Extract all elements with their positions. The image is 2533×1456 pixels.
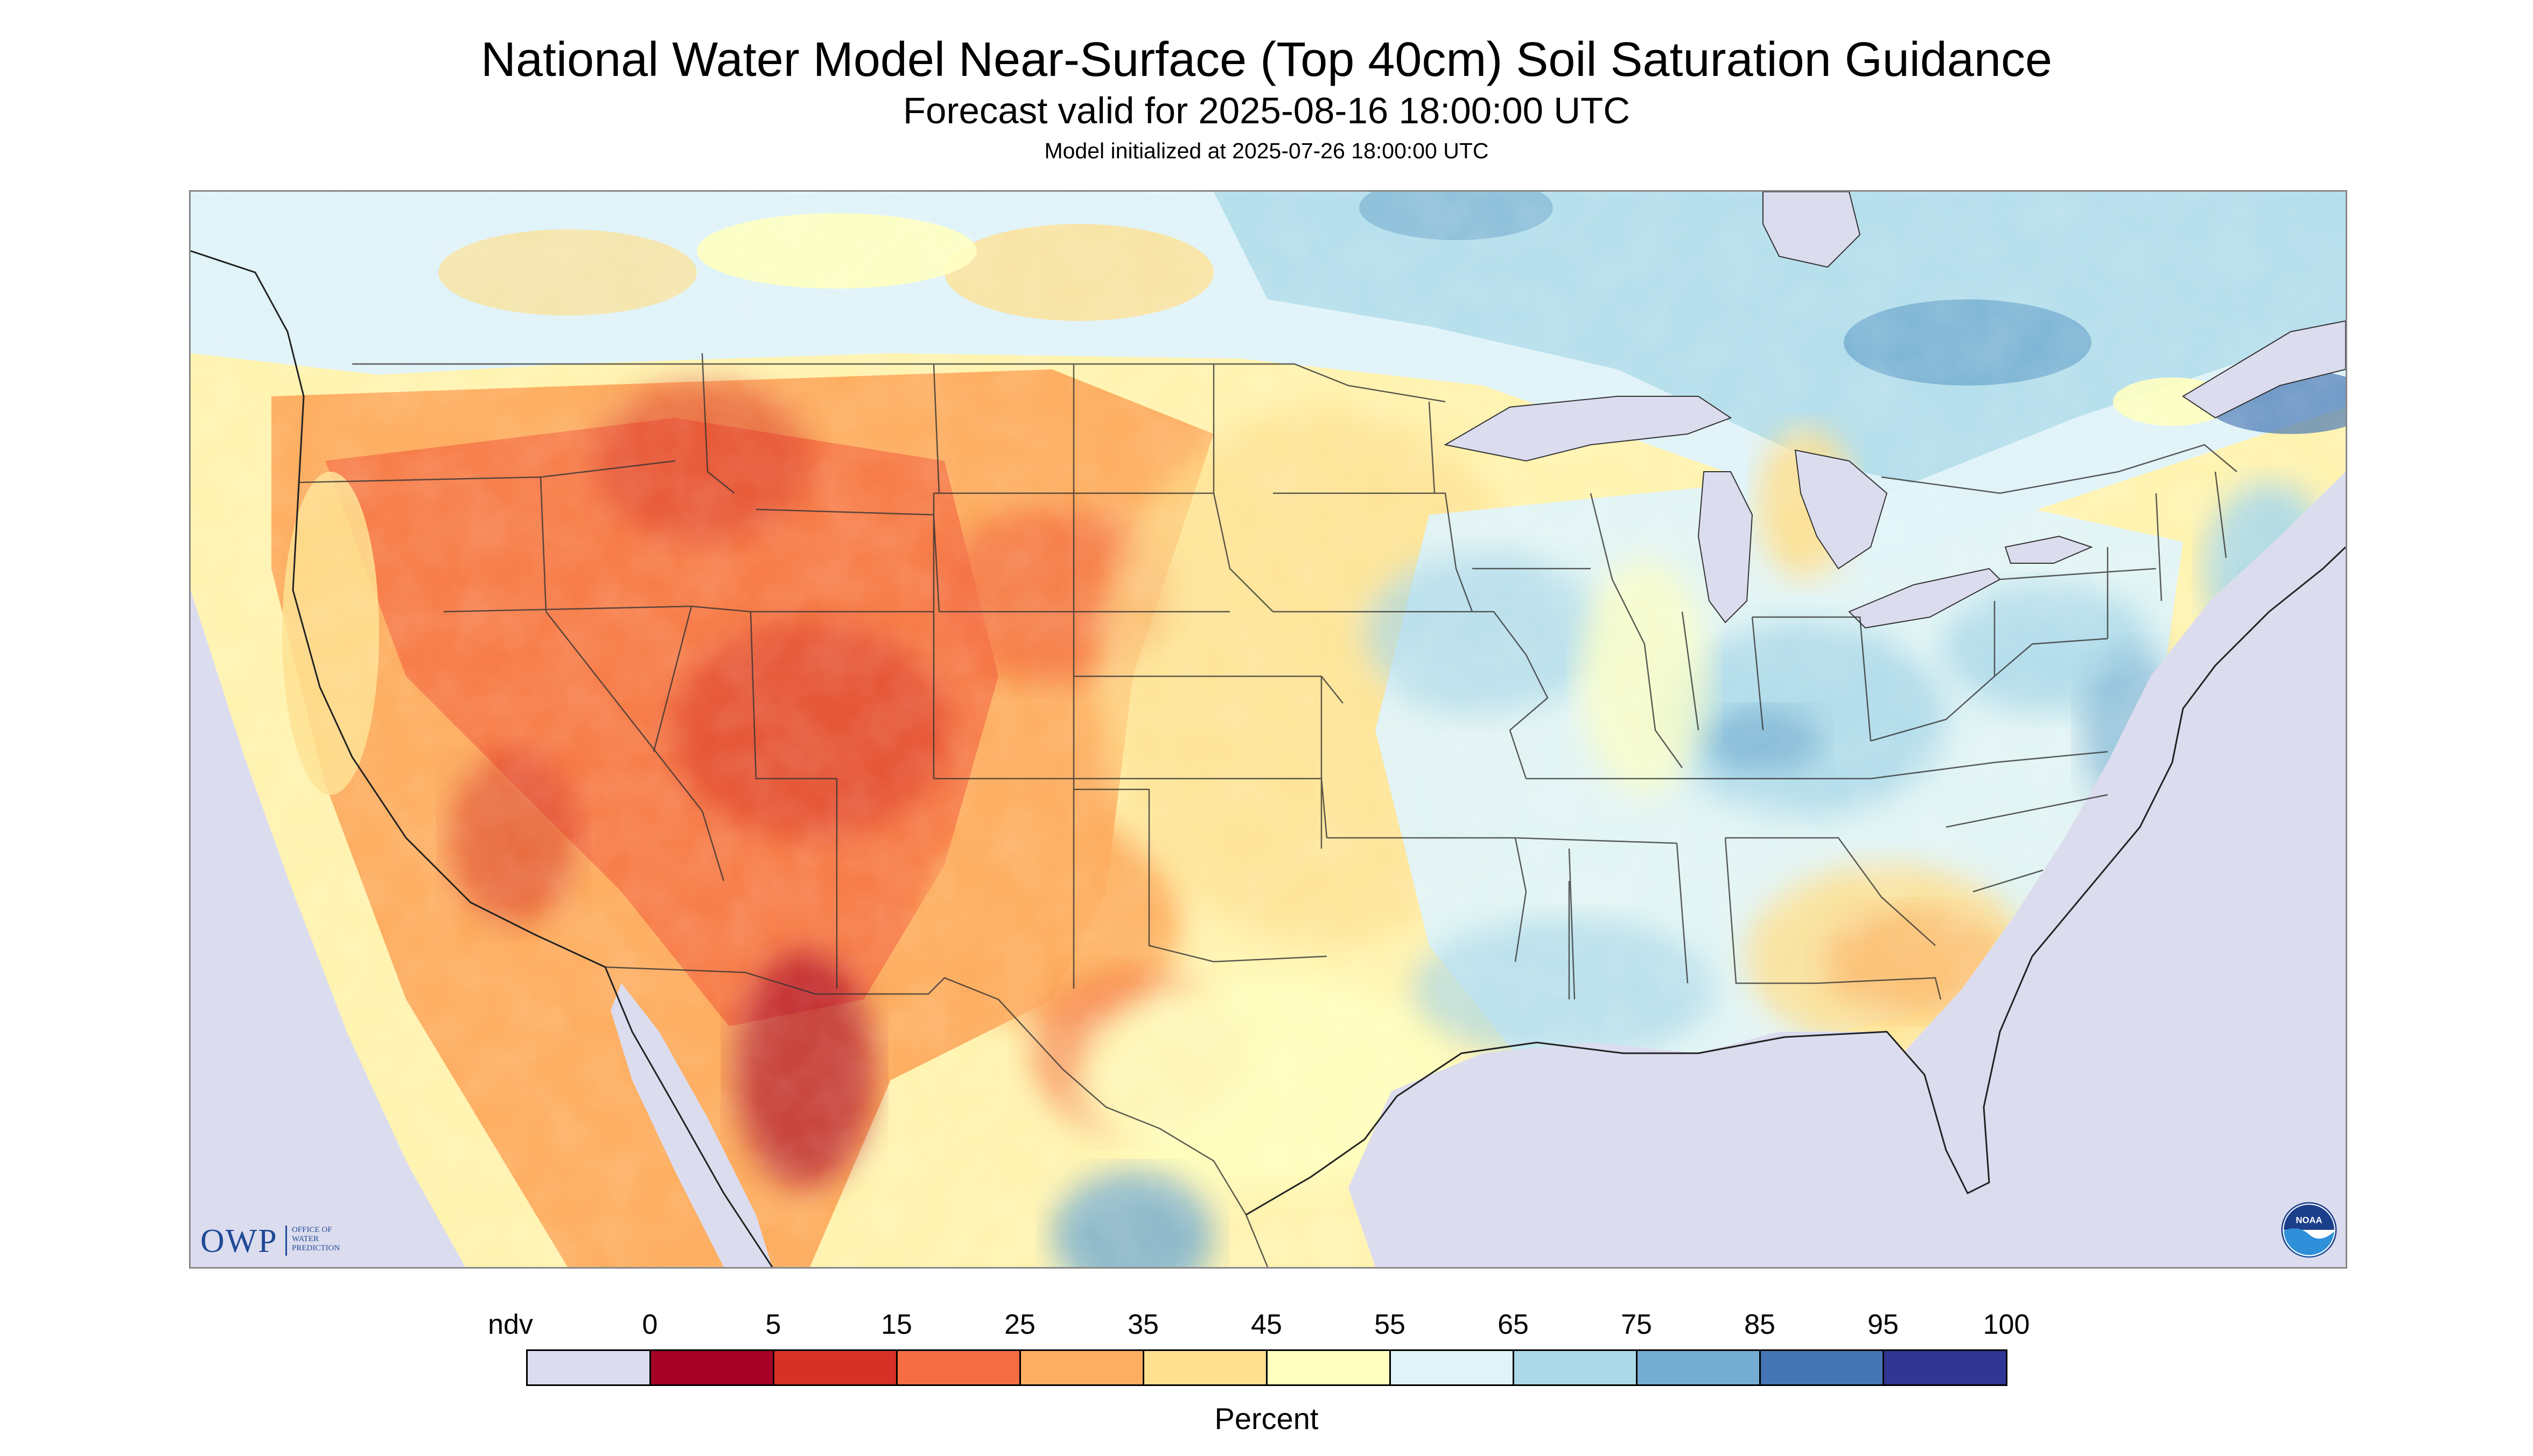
- lake-huron: [1794, 449, 1888, 570]
- colorbar-tick-label: 25: [1004, 1309, 1035, 1340]
- noaa-logo-text: NOAA: [2296, 1215, 2322, 1226]
- coastlines: [191, 250, 2346, 1267]
- colorbar-tick-label: ndv: [488, 1309, 533, 1340]
- colorbar-bin-5-15: [772, 1349, 898, 1386]
- state-lines-east: [1870, 471, 2227, 893]
- colorbar-bin-75-85: [1635, 1349, 1761, 1386]
- us-canada-border: [352, 363, 2237, 494]
- lake-ontario: [2004, 535, 2093, 564]
- owp-logo-text: OWP: [200, 1223, 278, 1259]
- lake-superior: [1444, 396, 1732, 462]
- colorbar-tick-label: 100: [1983, 1309, 2030, 1340]
- gulf-of-mexico: [1348, 1032, 1941, 1267]
- state-lines-south: [1327, 751, 2108, 1000]
- owp-logo-subtext: OFFICE OF WATER PREDICTION: [292, 1226, 340, 1252]
- state-lines-west: [298, 353, 1075, 989]
- state-lines-plains: [933, 363, 1344, 963]
- colorbar-tick-label: 75: [1621, 1309, 1652, 1340]
- colorbar-tick-label: 45: [1251, 1309, 1282, 1340]
- map-title: National Water Model Near-Surface (Top 4…: [480, 33, 2052, 87]
- st-lawrence-gulf: [2182, 320, 2346, 419]
- gulf-of-california: [611, 983, 772, 1267]
- us-mexico-border: [605, 966, 1269, 1267]
- model-init-time: Model initialized at 2025-07-26 18:00:00…: [1044, 138, 1489, 163]
- lake-michigan: [1697, 471, 1753, 624]
- political-boundaries: [298, 353, 2237, 1267]
- forecast-valid-time: Forecast valid for 2025-08-16 18:00:00 U…: [902, 90, 1631, 131]
- colorbar-bin-45-55: [1265, 1349, 1391, 1386]
- atlantic-ocean: [1984, 569, 2346, 1267]
- owp-logo-divider: [285, 1226, 287, 1256]
- colorbar-tick-label: 15: [881, 1309, 912, 1340]
- colorbar-legend: ndv 0 5 15 25 35 45 55 65 75 85 95 100 Percent: [0, 1292, 2533, 1454]
- state-lines-midwest: [1273, 401, 1872, 780]
- colorbar-bin-65-75: [1512, 1349, 1638, 1386]
- colorbar-bin-85-95: [1759, 1349, 1884, 1386]
- colorbar-tick-label: 35: [1128, 1309, 1159, 1340]
- colorbar-bin-15-25: [895, 1349, 1021, 1386]
- colorbar-tick-label: 65: [1498, 1309, 1529, 1340]
- colorbar-tick-label: 5: [765, 1309, 781, 1340]
- colorbar-bin-95-100: [1882, 1349, 2007, 1386]
- colorbar-bin-ndv: [526, 1349, 651, 1386]
- pacific-coast: [191, 250, 773, 1267]
- colorbar-tick-label: 85: [1744, 1309, 1775, 1340]
- colorbar-bin-25-35: [1019, 1349, 1144, 1386]
- colorbar-tick-label: 0: [642, 1309, 658, 1340]
- colorbar-bin-0-5: [649, 1349, 774, 1386]
- hudson-bay-edge: [1762, 192, 1861, 268]
- colorbar-bin-55-65: [1389, 1349, 1514, 1386]
- atlantic-coast: [2031, 546, 2346, 957]
- noaa-logo: NOAA: [2281, 1202, 2337, 1258]
- colorbar-label: Percent: [1214, 1402, 1319, 1436]
- soil-saturation-map: [189, 190, 2347, 1269]
- colorbar-tick-label: 55: [1374, 1309, 1405, 1340]
- gulf-coast: [1245, 956, 2033, 1216]
- colorbar-bin-35-45: [1142, 1349, 1268, 1386]
- colorbar-tick-label: 95: [1867, 1309, 1899, 1340]
